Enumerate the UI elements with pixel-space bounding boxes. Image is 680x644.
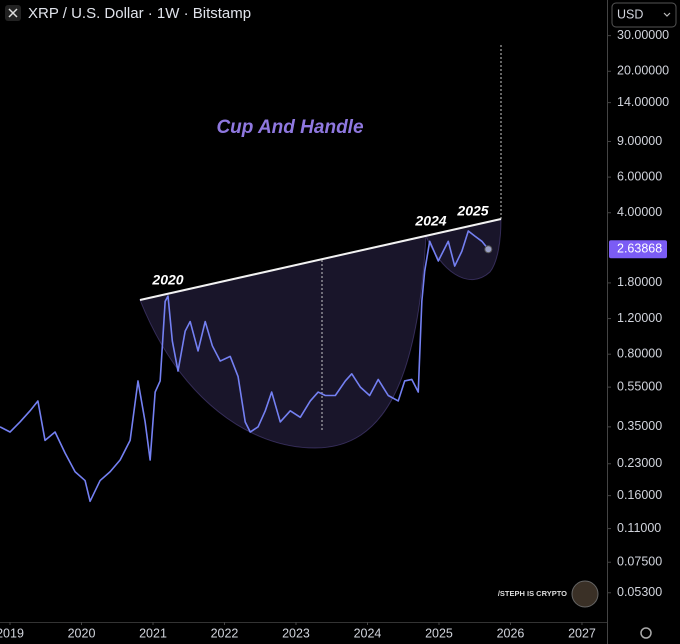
x-tick-label: 2026 <box>497 626 525 640</box>
y-tick-label: 14.00000 <box>617 95 669 109</box>
dropdown-arrow <box>663 12 671 17</box>
annotation: 2024 <box>414 213 446 229</box>
y-tick-label: 1.20000 <box>617 311 662 325</box>
y-tick-label: 30.00000 <box>617 28 669 42</box>
y-tick-label: 20.00000 <box>617 64 669 78</box>
x-tick-label: 2023 <box>282 626 310 640</box>
price-badge <box>609 240 667 259</box>
annotation: Cup And Handle <box>216 117 363 138</box>
avatar <box>571 580 599 608</box>
x-tick-label: 2021 <box>139 626 167 640</box>
plot-area: Cup And Handle 2020 2024 2025 /STEPH IS … <box>0 45 599 608</box>
chart-title: XRP / U.S. Dollar · 1W · Bitstamp <box>28 5 251 22</box>
y-tick-label: 9.00000 <box>617 134 662 148</box>
trend-line <box>139 218 502 301</box>
y-tick-label: 0.23000 <box>617 456 662 470</box>
y-tick-label: 0.07500 <box>617 555 662 569</box>
price-badge-label: 2.63868 <box>617 242 662 256</box>
y-tick-label: 0.05300 <box>617 585 662 599</box>
y-tick-label: 0.35000 <box>617 419 662 433</box>
y-tick-label: 4.00000 <box>617 205 662 219</box>
y-tick-label: 0.55000 <box>617 379 662 393</box>
annotation: 2025 <box>456 203 488 219</box>
close-icon-glyph <box>8 8 18 18</box>
last-point <box>484 245 493 254</box>
x-tick-label: 2020 <box>68 626 96 640</box>
x-tick-label: 2027 <box>568 626 596 640</box>
x-tick-label: 2025 <box>425 626 453 640</box>
watermark: /STEPH IS CRYPTO <box>498 589 567 598</box>
x-tick-label: 2024 <box>354 626 382 640</box>
settings-icon[interactable] <box>640 627 652 639</box>
currency-label: USD <box>617 7 643 21</box>
annotation: 2020 <box>151 272 183 288</box>
currency-select[interactable] <box>611 2 677 28</box>
y-tick-label: 6.00000 <box>617 169 662 183</box>
x-tick-label: 2019 <box>0 626 24 640</box>
x-tick-label: 2022 <box>211 626 239 640</box>
price-line <box>0 230 489 503</box>
cup-handle-shape <box>139 218 502 449</box>
y-tick-label: 0.11000 <box>617 521 661 535</box>
y-tick-label: 0.16000 <box>617 488 662 502</box>
y-tick-label: 0.80000 <box>617 346 662 360</box>
y-tick-label: 1.80000 <box>617 275 662 289</box>
